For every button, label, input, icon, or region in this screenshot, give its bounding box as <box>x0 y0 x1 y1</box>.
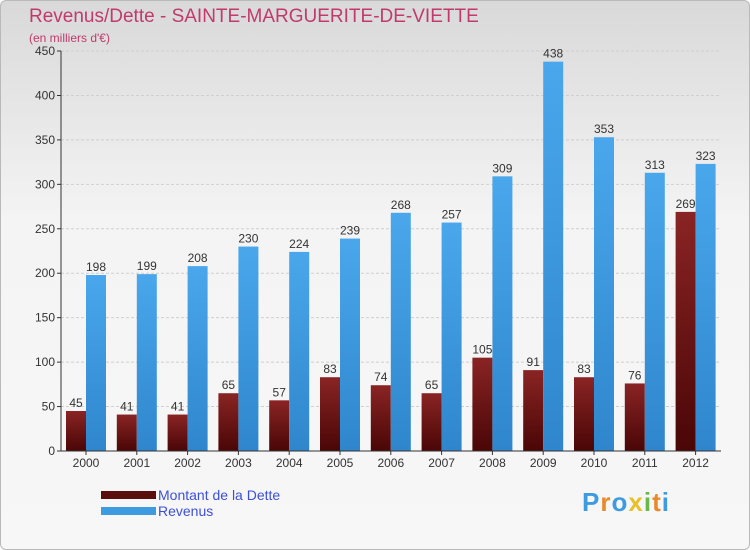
bar-debt <box>370 385 391 451</box>
x-tick-label: 2006 <box>377 456 404 470</box>
x-tick-label: 2000 <box>73 456 100 470</box>
x-tick-label: 2010 <box>581 456 608 470</box>
logo-letter: x <box>628 487 644 517</box>
data-label-debt: 65 <box>222 378 236 392</box>
bar-debt <box>116 414 137 451</box>
bar-revenue <box>238 246 259 451</box>
bar-revenue <box>289 251 310 451</box>
bar-revenue <box>390 212 411 451</box>
x-tick-label: 2001 <box>123 456 150 470</box>
legend: Montant de la Dette Revenus <box>101 487 280 519</box>
data-label-revenue: 353 <box>594 122 614 136</box>
bar-revenue <box>136 274 157 451</box>
data-label-debt: 74 <box>374 370 388 384</box>
legend-label-revenue: Revenus <box>158 503 214 519</box>
bar-debt <box>218 393 239 451</box>
x-tick-label: 2007 <box>428 456 455 470</box>
bar-revenue <box>695 163 716 451</box>
data-label-revenue: 323 <box>696 149 716 163</box>
logo-letter: t <box>652 487 662 517</box>
bar-revenue <box>492 176 513 452</box>
bar-debt <box>624 383 645 451</box>
bar-debt <box>66 411 86 451</box>
data-label-debt: 41 <box>120 400 134 414</box>
data-label-revenue: 199 <box>137 259 157 273</box>
bar-revenue <box>594 137 614 451</box>
proxiti-logo: Proxiti <box>582 487 670 518</box>
y-tick-label: 0 <box>48 444 55 458</box>
bar-revenue <box>543 61 564 452</box>
bar-revenue <box>187 266 208 451</box>
y-tick-label: 200 <box>35 266 55 280</box>
x-tick-label: 2004 <box>276 456 303 470</box>
y-tick-label: 100 <box>35 355 55 369</box>
y-tick-label: 250 <box>35 222 55 236</box>
legend-item-revenue: Revenus <box>101 503 280 519</box>
data-label-debt: 57 <box>273 385 287 399</box>
data-label-revenue: 309 <box>492 161 512 175</box>
bar-debt <box>472 357 493 451</box>
x-tick-label: 2002 <box>174 456 201 470</box>
bar-revenue <box>441 222 462 451</box>
data-label-debt: 41 <box>171 400 185 414</box>
x-tick-label: 2012 <box>682 456 709 470</box>
bar-debt <box>675 211 696 451</box>
x-tick-label: 2003 <box>225 456 252 470</box>
logo-letter: i <box>643 487 653 517</box>
chart-title: Revenus/Dette - SAINTE-MARGUERITE-DE-VIE… <box>29 6 479 27</box>
data-label-revenue: 268 <box>391 198 411 212</box>
bar-debt <box>574 377 594 451</box>
legend-swatch-debt <box>101 491 156 499</box>
data-label-debt: 65 <box>425 378 439 392</box>
data-label-debt: 83 <box>577 362 591 376</box>
y-tick-label: 50 <box>42 400 56 414</box>
data-label-revenue: 208 <box>188 251 208 265</box>
bar-debt <box>421 393 442 451</box>
data-label-revenue: 224 <box>289 237 309 251</box>
logo-letter: o <box>611 487 629 517</box>
bar-revenue <box>644 172 665 451</box>
data-label-revenue: 257 <box>442 208 462 222</box>
x-tick-label: 2008 <box>479 456 506 470</box>
data-label-revenue: 230 <box>238 232 258 246</box>
data-label-debt: 105 <box>472 343 492 357</box>
bar-debt <box>320 377 340 451</box>
x-tick-label: 2009 <box>530 456 557 470</box>
data-label-revenue: 313 <box>645 158 665 172</box>
bar-revenue <box>340 238 360 451</box>
bar-debt <box>167 414 188 451</box>
logo-letter: r <box>600 487 612 517</box>
data-label-revenue: 239 <box>340 224 360 238</box>
x-tick-label: 2011 <box>632 456 658 470</box>
legend-item-debt: Montant de la Dette <box>101 487 280 503</box>
bar-debt <box>269 400 290 451</box>
data-label-debt: 269 <box>676 197 696 211</box>
y-tick-label: 150 <box>35 311 55 325</box>
y-tick-label: 400 <box>35 88 55 102</box>
y-tick-label: 350 <box>35 133 55 147</box>
chart-subtitle: (en milliers d'€) <box>29 31 110 45</box>
data-label-revenue: 198 <box>86 260 106 274</box>
data-label-debt: 76 <box>628 368 642 382</box>
data-label-debt: 91 <box>527 355 541 369</box>
data-label-debt: 83 <box>323 362 337 376</box>
legend-label-debt: Montant de la Dette <box>158 487 281 503</box>
x-tick-label: 2005 <box>327 456 354 470</box>
logo-letter: P <box>582 487 601 517</box>
data-label-revenue: 438 <box>543 47 563 61</box>
logo-letter: i <box>661 487 670 517</box>
legend-swatch-revenue <box>101 507 156 515</box>
data-label-debt: 45 <box>69 396 83 410</box>
y-tick-label: 300 <box>35 177 55 191</box>
bar-revenue <box>86 275 106 451</box>
bar-debt <box>523 370 544 451</box>
y-tick-label: 450 <box>35 44 55 58</box>
